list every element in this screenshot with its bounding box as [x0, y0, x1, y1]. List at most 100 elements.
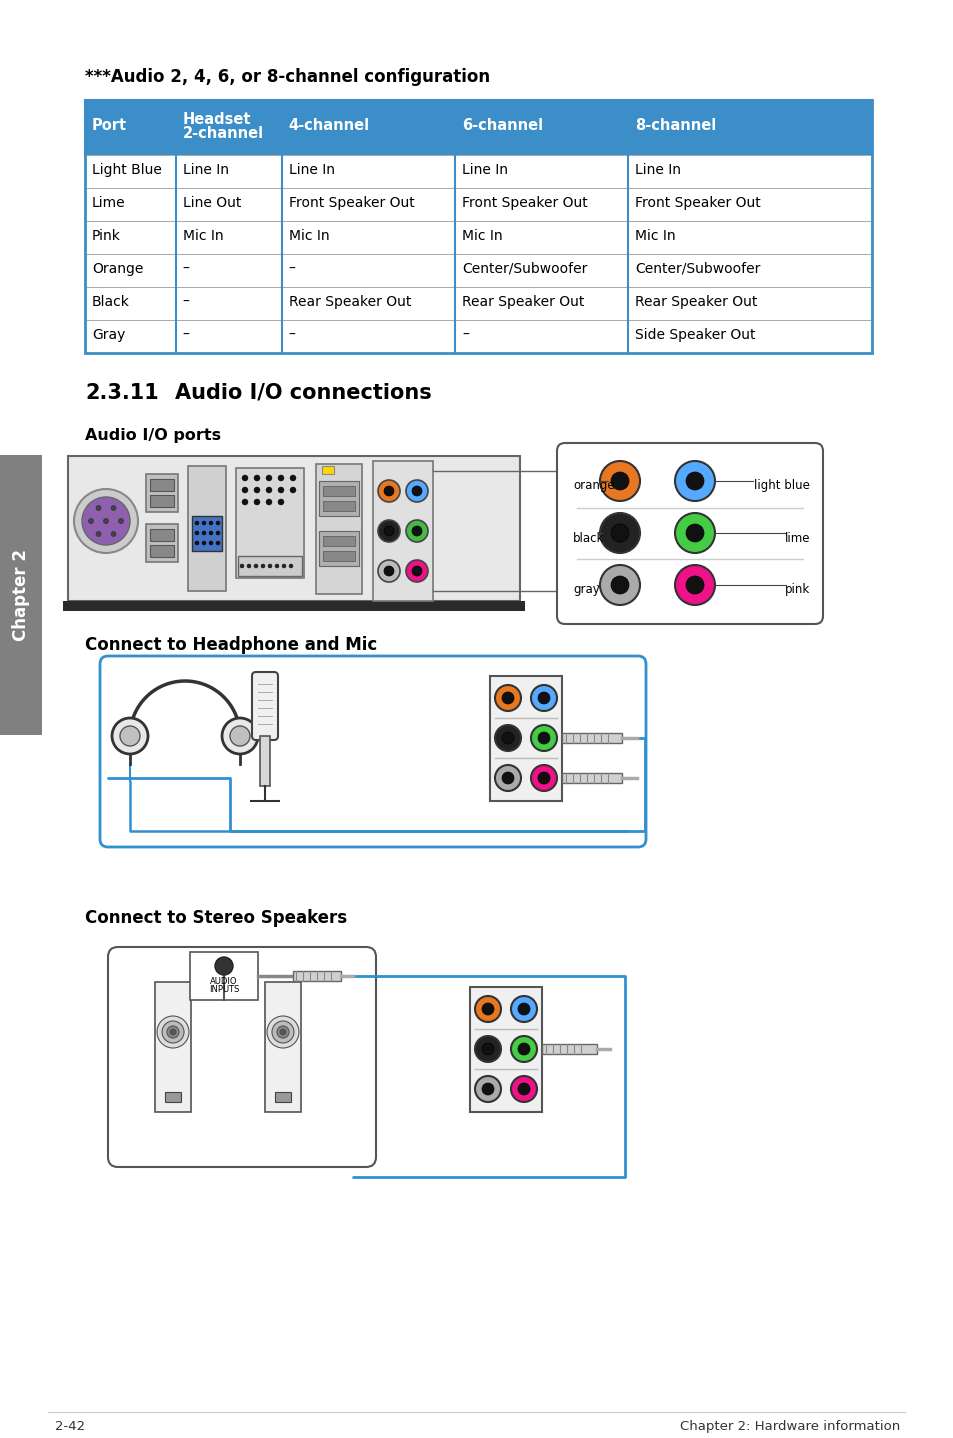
Bar	[85, 321, 871, 352]
Circle shape	[289, 564, 293, 568]
Bar	[150, 529, 173, 541]
Circle shape	[96, 506, 101, 510]
Bar	[323, 486, 355, 496]
Bar	[85, 188, 871, 221]
Circle shape	[495, 684, 520, 710]
Circle shape	[675, 565, 714, 605]
Bar	[68, 456, 519, 601]
Text: Audio I/O ports: Audio I/O ports	[85, 429, 221, 443]
Bar	[85, 221, 871, 255]
Circle shape	[162, 1021, 184, 1043]
Circle shape	[111, 506, 116, 510]
Circle shape	[610, 577, 628, 594]
Circle shape	[406, 480, 428, 502]
Text: 8-channel: 8-channel	[635, 118, 716, 132]
Circle shape	[537, 732, 550, 743]
Circle shape	[599, 513, 639, 554]
Text: Connect to Headphone and Mic: Connect to Headphone and Mic	[85, 636, 376, 654]
Circle shape	[685, 523, 703, 542]
Circle shape	[384, 486, 394, 496]
Bar	[318, 480, 358, 516]
Text: Orange: Orange	[91, 262, 143, 276]
Circle shape	[537, 692, 550, 705]
Circle shape	[74, 489, 138, 554]
Circle shape	[675, 513, 714, 554]
Circle shape	[685, 577, 703, 594]
Text: Mic In: Mic In	[461, 229, 502, 243]
Text: Front Speaker Out: Front Speaker Out	[289, 196, 414, 210]
Text: Rear Speaker Out: Rear Speaker Out	[461, 295, 583, 309]
Bar	[188, 466, 226, 591]
Circle shape	[384, 567, 394, 577]
Circle shape	[242, 487, 248, 493]
Circle shape	[272, 1021, 294, 1043]
Bar	[323, 536, 355, 546]
Text: Front Speaker Out: Front Speaker Out	[635, 196, 760, 210]
Text: Mic In: Mic In	[182, 229, 223, 243]
FancyBboxPatch shape	[252, 672, 277, 741]
Text: Connect to Stereo Speakers: Connect to Stereo Speakers	[85, 909, 347, 928]
Bar	[323, 500, 355, 510]
Text: Mic In: Mic In	[635, 229, 675, 243]
Circle shape	[266, 475, 272, 480]
Bar	[150, 545, 173, 557]
Circle shape	[215, 531, 220, 535]
Circle shape	[384, 526, 394, 536]
Circle shape	[280, 1030, 286, 1035]
Text: 2-channel: 2-channel	[182, 127, 263, 141]
Bar	[146, 523, 178, 562]
Text: pink: pink	[784, 584, 809, 597]
Circle shape	[120, 726, 140, 746]
Circle shape	[209, 541, 213, 545]
Bar	[293, 971, 340, 981]
Circle shape	[531, 684, 557, 710]
Circle shape	[377, 521, 399, 542]
Text: Line Out: Line Out	[182, 196, 240, 210]
Text: Center/Subwoofer: Center/Subwoofer	[635, 262, 760, 276]
FancyBboxPatch shape	[108, 948, 375, 1168]
Text: 4-channel: 4-channel	[289, 118, 370, 132]
Circle shape	[406, 559, 428, 582]
Text: Mic In: Mic In	[289, 229, 329, 243]
Circle shape	[209, 531, 213, 535]
Bar	[561, 774, 621, 784]
Circle shape	[282, 564, 286, 568]
Text: 2-42: 2-42	[55, 1419, 85, 1434]
Circle shape	[377, 559, 399, 582]
Text: Side Speaker Out: Side Speaker Out	[635, 328, 755, 342]
Circle shape	[103, 519, 109, 523]
Text: light blue: light blue	[753, 479, 809, 492]
Circle shape	[517, 1043, 530, 1055]
Circle shape	[511, 997, 537, 1022]
Bar	[0, 454, 42, 735]
Circle shape	[475, 1035, 500, 1063]
Circle shape	[118, 519, 123, 523]
Circle shape	[610, 472, 628, 490]
Circle shape	[599, 462, 639, 500]
Circle shape	[240, 564, 244, 568]
Bar	[85, 155, 871, 188]
Bar	[85, 288, 871, 321]
Bar	[541, 1044, 597, 1054]
Text: Lime: Lime	[91, 196, 126, 210]
Circle shape	[276, 1025, 289, 1038]
Text: AUDIO: AUDIO	[210, 976, 237, 986]
Circle shape	[406, 521, 428, 542]
Circle shape	[202, 541, 206, 545]
Circle shape	[89, 519, 93, 523]
Bar	[274, 1091, 291, 1102]
Circle shape	[202, 531, 206, 535]
Circle shape	[412, 526, 421, 536]
Circle shape	[194, 541, 199, 545]
Circle shape	[261, 564, 265, 568]
Circle shape	[253, 475, 260, 480]
Circle shape	[475, 997, 500, 1022]
Text: Rear Speaker Out: Rear Speaker Out	[289, 295, 411, 309]
Text: Port: Port	[91, 118, 127, 132]
Circle shape	[194, 521, 199, 525]
Bar	[237, 557, 302, 577]
Text: Center/Subwoofer: Center/Subwoofer	[461, 262, 587, 276]
Text: Chapter 2: Chapter 2	[12, 549, 30, 641]
Text: Light Blue: Light Blue	[91, 162, 162, 177]
Circle shape	[266, 487, 272, 493]
